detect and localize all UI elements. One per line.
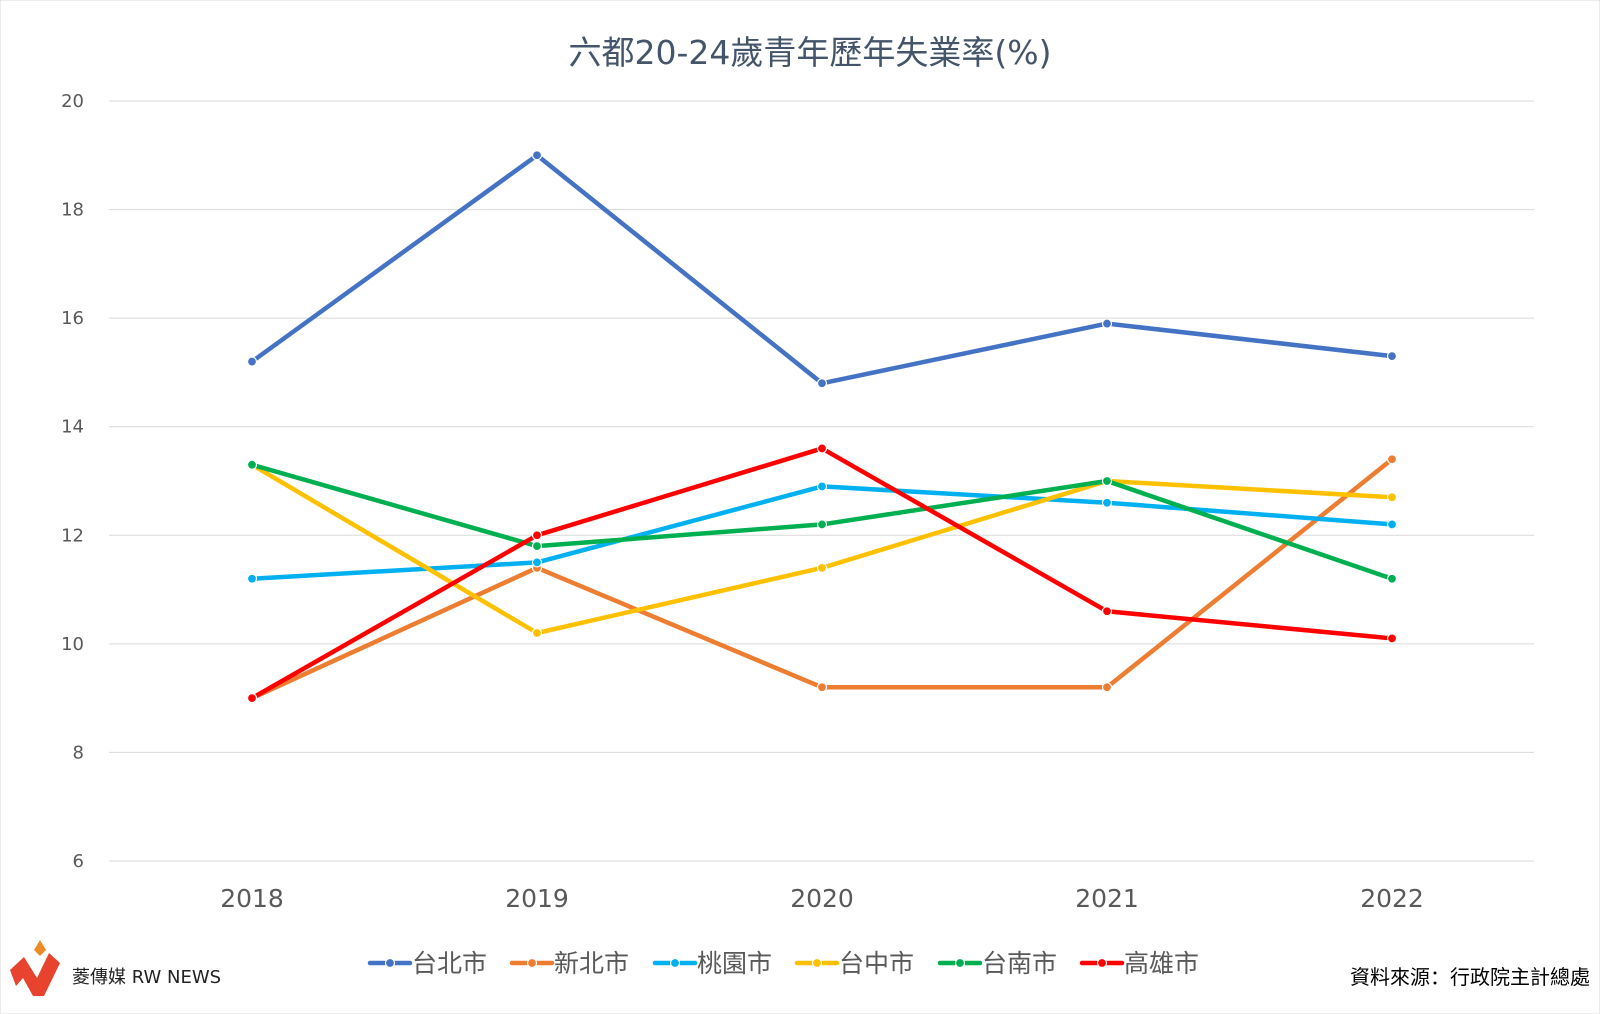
y-tick-label: 14 bbox=[61, 417, 84, 438]
legend-label: 台南市 bbox=[982, 949, 1057, 978]
legend-marker bbox=[384, 957, 396, 969]
data-point bbox=[816, 443, 828, 454]
data-point bbox=[816, 562, 828, 573]
y-tick-label: 18 bbox=[61, 200, 84, 221]
x-tick-label: 2022 bbox=[1360, 884, 1424, 913]
data-point bbox=[1386, 351, 1398, 362]
x-tick-label: 2019 bbox=[505, 884, 569, 913]
data-point bbox=[246, 693, 258, 704]
legend-label: 新北市 bbox=[554, 949, 629, 978]
y-axis: 6 8 10 12 14 16 18 20 bbox=[61, 91, 84, 872]
legend-marker bbox=[811, 957, 823, 969]
data-point bbox=[531, 557, 543, 568]
data-point bbox=[816, 519, 828, 530]
x-tick-label: 2018 bbox=[220, 884, 284, 913]
legend-label: 台中市 bbox=[839, 949, 914, 978]
y-tick-label: 8 bbox=[73, 742, 84, 763]
data-point bbox=[1101, 475, 1113, 487]
legend-marker bbox=[1096, 957, 1108, 969]
y-tick-label: 10 bbox=[61, 634, 84, 655]
legend-label: 桃園市 bbox=[697, 949, 772, 978]
data-point bbox=[816, 378, 828, 389]
data-point bbox=[1386, 492, 1398, 503]
series-points bbox=[246, 150, 1398, 704]
y-tick-label: 12 bbox=[61, 525, 84, 546]
data-point bbox=[1386, 573, 1398, 584]
rw-logo-icon bbox=[10, 953, 60, 996]
y-tick-label: 20 bbox=[61, 91, 84, 112]
data-point bbox=[531, 530, 543, 541]
data-point bbox=[1386, 633, 1398, 644]
data-point bbox=[816, 481, 828, 492]
data-point bbox=[816, 682, 828, 693]
x-tick-label: 2021 bbox=[1075, 884, 1139, 913]
data-point bbox=[1101, 318, 1113, 329]
data-point bbox=[246, 459, 258, 470]
y-tick-label: 6 bbox=[73, 851, 84, 872]
logo-text: 菱傳媒 RW NEWS bbox=[72, 967, 221, 988]
legend-label: 高雄市 bbox=[1124, 949, 1199, 978]
legend: 台北市 新北市 桃園市 台中市 台南市 高雄市 bbox=[367, 949, 1199, 978]
data-point bbox=[531, 150, 543, 161]
data-point bbox=[1386, 454, 1398, 465]
x-tick-label: 2020 bbox=[790, 884, 854, 913]
logo: 菱傳媒 RW NEWS bbox=[10, 940, 221, 996]
chart-title: 六都20-24歲青年歷年失業率(%) bbox=[569, 33, 1052, 72]
data-point bbox=[246, 573, 258, 584]
x-axis: 2018 2019 2020 2021 2022 bbox=[220, 884, 1424, 913]
data-point bbox=[531, 627, 543, 639]
legend-marker bbox=[669, 957, 681, 969]
y-tick-label: 16 bbox=[61, 308, 84, 329]
data-point bbox=[246, 356, 258, 367]
logo-accent-icon bbox=[34, 940, 46, 956]
legend-marker bbox=[954, 957, 966, 969]
source-note: 資料來源：行政院主計總處 bbox=[1350, 965, 1590, 989]
data-point bbox=[1386, 519, 1398, 530]
data-point bbox=[1101, 497, 1113, 508]
data-point bbox=[1101, 606, 1113, 617]
legend-label: 台北市 bbox=[412, 949, 487, 978]
data-point bbox=[531, 541, 543, 552]
data-point bbox=[1101, 682, 1113, 693]
legend-marker bbox=[526, 957, 538, 969]
